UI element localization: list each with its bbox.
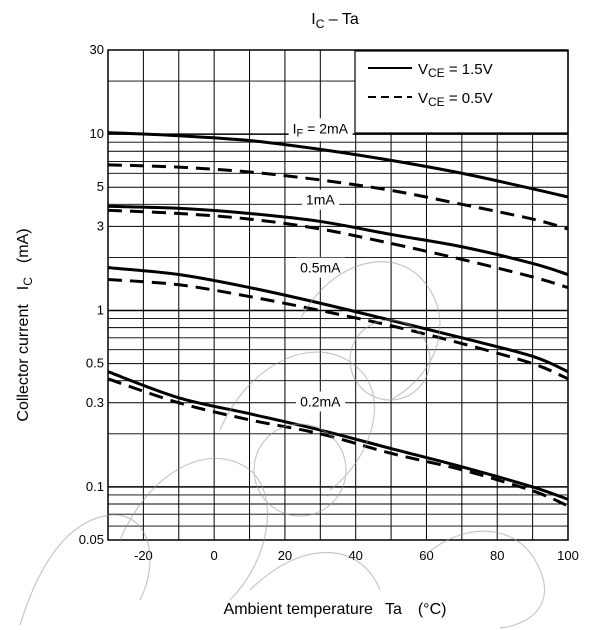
curve-label-1: 1mA: [301, 189, 340, 210]
y-tick-label: 1: [97, 303, 104, 318]
y-tick-label: 10: [90, 126, 104, 141]
x-tick-label: 80: [490, 548, 504, 563]
x-tick-label: -20: [134, 548, 153, 563]
x-axis-label-symbol: Ta: [385, 601, 402, 618]
series-lines: [107, 131, 569, 508]
x-tick-label: 0: [211, 548, 218, 563]
x-tick-label: 20: [278, 548, 292, 563]
y-axis-label-subscript: C: [21, 277, 35, 286]
curve-label-text: 0.2mA: [300, 393, 341, 409]
x-tick-label: 100: [557, 548, 579, 563]
x-axis-label-unit: (°C): [418, 601, 447, 618]
legend-entry-1-symbol: V: [418, 61, 428, 78]
legend-entry-1-text: = 1.5V: [445, 61, 493, 78]
legend-entry-2: VCE = 0.5V: [418, 90, 493, 109]
chart-title-subscript: C: [316, 17, 325, 31]
legend-entry-1-subscript: CE: [428, 66, 445, 80]
curve-label-0: IF = 2mA: [288, 118, 353, 142]
chart-title: IC – Ta: [311, 11, 359, 31]
x-tick-label: 40: [348, 548, 362, 563]
chart-title-rest: – Ta: [324, 11, 359, 28]
curve-label-background: [301, 189, 340, 210]
y-tick-label: 0.3: [86, 395, 104, 410]
curve-label-text: 0.5mA: [300, 260, 341, 276]
legend-entry-2-symbol: V: [418, 90, 428, 107]
y-axis-label-unit: (mA): [15, 228, 32, 263]
legend-box: [354, 50, 569, 134]
curve-label-text: 1mA: [306, 192, 335, 208]
x-tick-labels: -20 0 20 40 60 80 100: [134, 548, 579, 563]
curve-label-value: = 2mA: [303, 120, 348, 136]
x-axis-label-text: Ambient temperature: [224, 601, 374, 618]
series-line-if-2ma-vce-1p5v: [107, 131, 569, 199]
curve-label-2: 0.5mA: [296, 257, 346, 278]
y-tick-label: 30: [90, 42, 104, 57]
y-tick-label: 5: [97, 179, 104, 194]
y-axis-label-text: Collector current: [15, 304, 32, 422]
legend-entry-2-text: = 0.5V: [445, 90, 493, 107]
y-axis-label: Collector current IC (mA): [15, 228, 35, 421]
chart-title-symbol: I: [311, 11, 315, 28]
y-tick-label: 3: [97, 218, 104, 233]
curve-label-text: IF = 2mA: [293, 120, 349, 139]
curve-label-background: [288, 118, 353, 142]
series-line-if-2ma-vce-0p5v: [107, 163, 569, 231]
y-axis-label-symbol: I: [15, 286, 32, 290]
series-line-if-1ma-vce-1p5v: [107, 204, 569, 276]
plot-frame: [107, 49, 569, 541]
curve-label-3: 0.2mA: [296, 391, 346, 412]
y-tick-label: 0.5: [86, 356, 104, 371]
x-tick-label: 60: [419, 548, 433, 563]
curve-label-symbol: I: [293, 120, 297, 136]
legend-entry-2-subscript: CE: [428, 95, 445, 109]
x-axis-label: Ambient temperature Ta (°C): [224, 601, 447, 618]
curve-label-subscript: F: [297, 127, 304, 139]
legend-entry-1: VCE = 1.5V: [418, 61, 493, 80]
series-line-if-1ma-vce-0p5v: [107, 208, 569, 289]
y-tick-label: 0.1: [86, 479, 104, 494]
y-tick-labels: 0.05 0.1 0.3 0.5 1 3 5 10 30: [79, 42, 104, 547]
y-tick-label: 0.05: [79, 532, 104, 547]
legend: VCE = 1.5V VCE = 0.5V: [354, 50, 569, 134]
